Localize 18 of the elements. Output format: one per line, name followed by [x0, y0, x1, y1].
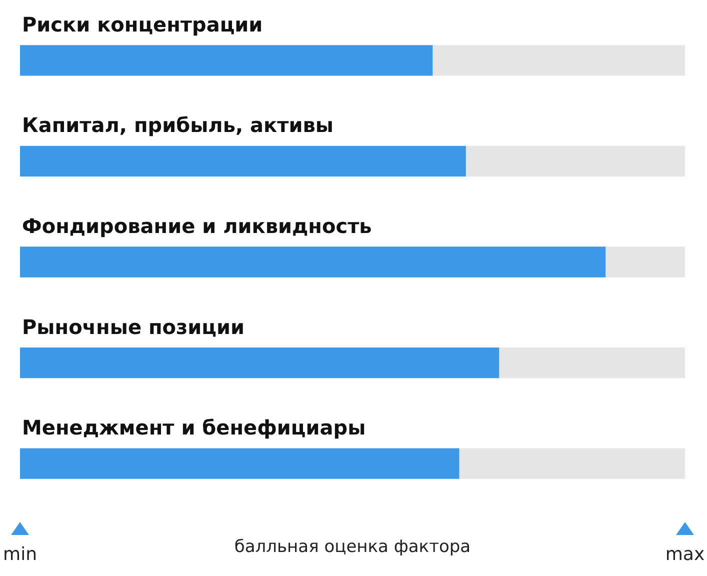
bar	[432, 45, 685, 76]
bar	[604, 246, 685, 278]
y-tick-label: Капитал, прибыль, активы	[22, 113, 334, 138]
bar	[20, 347, 500, 378]
text: max	[665, 544, 705, 565]
y-tick-label: Менеджмент и бенефициары	[22, 416, 366, 440]
text: min	[3, 544, 37, 565]
bar	[20, 246, 606, 278]
bar	[465, 146, 685, 177]
bar	[458, 448, 685, 479]
bar	[20, 45, 433, 76]
y-tick-label: Фондирование и ликвидность	[22, 214, 372, 238]
bar	[20, 448, 460, 479]
x-axis-title: балльная оценка фактора	[234, 537, 471, 557]
bar	[20, 146, 466, 177]
bar	[498, 347, 685, 378]
y-tick-label: Риски концентрации	[22, 12, 263, 36]
y-tick-label: Рыночные позиции	[22, 314, 245, 339]
